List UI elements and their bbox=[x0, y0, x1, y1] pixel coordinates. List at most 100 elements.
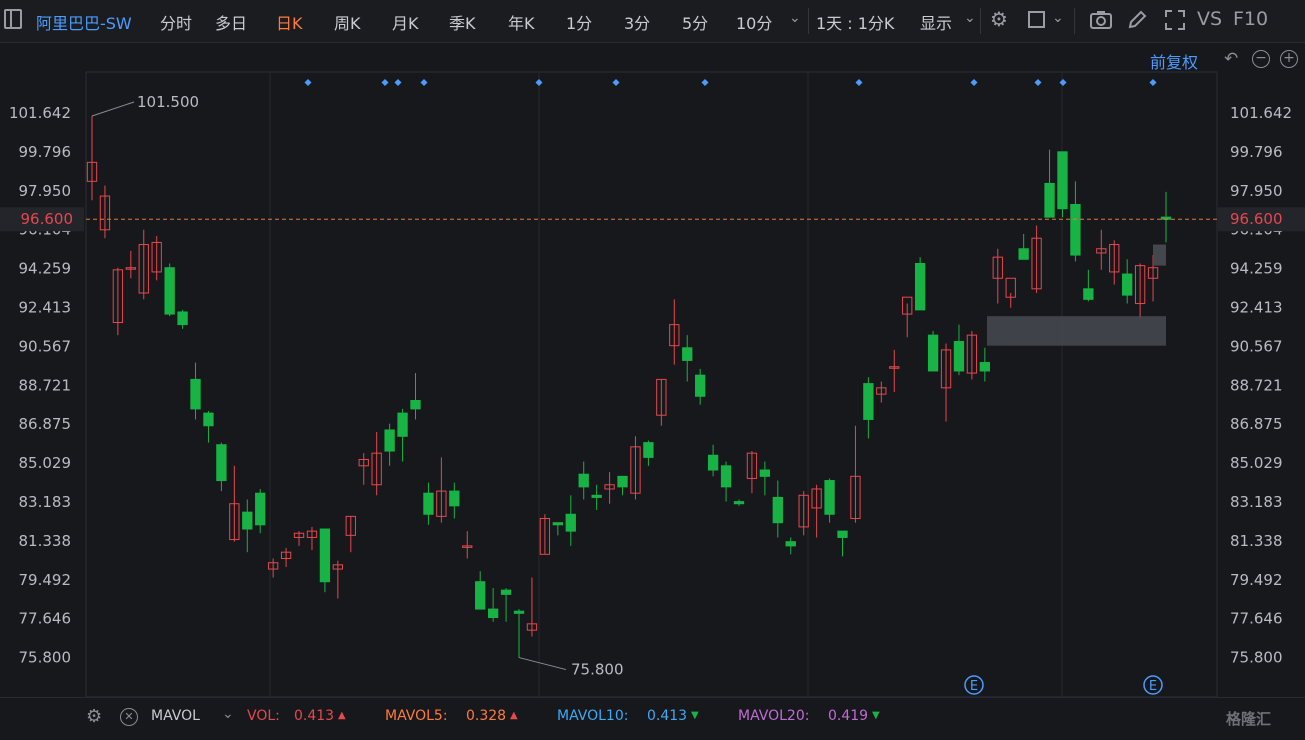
zoom-out-icon[interactable]: − bbox=[1252, 50, 1270, 68]
candle-body bbox=[578, 473, 589, 488]
period-5min[interactable]: 5分 bbox=[682, 14, 709, 33]
candle-body bbox=[552, 522, 563, 526]
candle-body bbox=[138, 244, 149, 294]
divider bbox=[980, 8, 981, 34]
period-10min[interactable]: 10分 bbox=[736, 14, 773, 33]
y-tick-label-right: 101.642 bbox=[1230, 104, 1292, 122]
candle-body bbox=[293, 532, 305, 538]
candle-body bbox=[798, 494, 809, 528]
y-tick-label-left: 83.183 bbox=[19, 493, 72, 511]
pencil-icon[interactable] bbox=[1127, 10, 1147, 30]
gear-icon[interactable]: ⚙ bbox=[86, 706, 103, 727]
plot-frame bbox=[85, 71, 1218, 697]
candle-body bbox=[112, 269, 124, 324]
adjust-mode-button[interactable]: 前复权 bbox=[1150, 53, 1199, 72]
candle-body bbox=[785, 541, 796, 547]
period-daily[interactable]: 日K bbox=[276, 14, 303, 33]
candle-body bbox=[242, 511, 253, 530]
event-marker-icon bbox=[1034, 79, 1042, 86]
period-3min[interactable]: 3分 bbox=[624, 14, 651, 33]
period-multiday[interactable]: 多日 bbox=[215, 14, 248, 33]
chevron-down-icon[interactable]: ⌄ bbox=[789, 10, 801, 26]
candle-body bbox=[384, 429, 395, 452]
arrow-down-icon: ▼ bbox=[691, 710, 699, 721]
event-marker-icon bbox=[394, 79, 402, 86]
candle-body bbox=[203, 412, 214, 427]
event-marker-icon bbox=[535, 79, 543, 86]
indicator-name[interactable]: MAVOL bbox=[151, 708, 200, 724]
undo-icon[interactable]: ↶ bbox=[1224, 49, 1239, 69]
candle-body bbox=[190, 378, 201, 410]
fullscreen-icon[interactable] bbox=[1164, 9, 1186, 31]
mavol20-label: MAVOL20: bbox=[738, 708, 810, 724]
candle-body bbox=[1147, 267, 1159, 279]
candle-body bbox=[1134, 265, 1146, 305]
candle-body bbox=[902, 296, 913, 315]
period-weekly[interactable]: 周K bbox=[334, 14, 361, 33]
candle-body bbox=[914, 263, 926, 311]
candle-body bbox=[824, 480, 835, 515]
close-circle-icon[interactable]: ✕ bbox=[120, 708, 138, 726]
candle-body bbox=[1044, 182, 1055, 218]
chevron-down-icon[interactable]: ⌄ bbox=[964, 10, 976, 26]
period-intraday[interactable]: 分时 bbox=[160, 14, 193, 33]
candle-body bbox=[462, 545, 473, 548]
vs-button[interactable]: VS bbox=[1197, 8, 1223, 30]
mavol5-label: MAVOL5: bbox=[385, 708, 448, 724]
y-tick-label-right: 94.259 bbox=[1230, 260, 1283, 278]
candle-body bbox=[1083, 288, 1094, 300]
mavol10-label: MAVOL10: bbox=[557, 708, 629, 724]
candle-body bbox=[500, 589, 512, 595]
arrow-down-icon: ▼ bbox=[872, 710, 880, 721]
candle-body bbox=[280, 551, 292, 560]
y-tick-label-left: 81.338 bbox=[19, 532, 72, 550]
event-marker-icon bbox=[381, 79, 389, 86]
candle-body bbox=[86, 161, 98, 182]
chevron-down-icon[interactable]: ⌄ bbox=[1052, 10, 1064, 26]
candle-body bbox=[565, 513, 576, 532]
candle-body bbox=[591, 494, 602, 498]
display-menu[interactable]: 显示 bbox=[920, 14, 953, 33]
square-outline-icon[interactable] bbox=[1028, 11, 1045, 28]
y-tick-label-right: 97.950 bbox=[1230, 182, 1283, 200]
chart-svg[interactable]: 101.642 101.642 99.796 99.796 97.950 97.950 96… bbox=[0, 42, 1305, 697]
candle-body bbox=[1005, 277, 1016, 298]
candle-body bbox=[436, 490, 447, 517]
period-1min[interactable]: 1分 bbox=[566, 14, 593, 33]
y-tick-label-left: 94.259 bbox=[19, 260, 72, 278]
gear-icon[interactable]: ⚙ bbox=[990, 7, 1008, 31]
candle-body bbox=[1096, 248, 1107, 254]
resolution-select[interactable]: 1天 : 1分K bbox=[816, 14, 895, 33]
y-tick-label-right: 88.721 bbox=[1230, 376, 1283, 394]
camera-icon[interactable] bbox=[1090, 10, 1112, 30]
candle-body bbox=[1109, 244, 1120, 273]
candle-body bbox=[979, 362, 991, 372]
zoom-in-icon[interactable]: + bbox=[1280, 50, 1298, 68]
arrow-up-icon: ▲ bbox=[338, 710, 346, 721]
candle-body bbox=[617, 475, 628, 488]
candle-body bbox=[669, 324, 680, 347]
candle-body bbox=[306, 530, 318, 538]
mavol5-value: 0.328 bbox=[466, 708, 507, 724]
y-tick-label-right: 79.492 bbox=[1230, 571, 1283, 589]
y-tick-label-right: 83.183 bbox=[1230, 493, 1283, 511]
chevron-down-icon[interactable]: ⌄ bbox=[222, 706, 234, 722]
y-tick-label-left: 75.800 bbox=[19, 649, 72, 667]
candle-body bbox=[953, 340, 965, 372]
y-tick-label-right: 85.029 bbox=[1230, 454, 1283, 472]
candle-body bbox=[539, 517, 551, 555]
candle-body bbox=[487, 608, 499, 619]
candle-body bbox=[772, 496, 783, 524]
stock-name[interactable]: 阿里巴巴-SW bbox=[36, 14, 132, 33]
period-quarterly[interactable]: 季K bbox=[449, 14, 476, 33]
y-tick-label-right: 75.800 bbox=[1230, 649, 1283, 667]
f10-button[interactable]: F10 bbox=[1233, 8, 1269, 30]
candle-body bbox=[1070, 203, 1081, 256]
period-monthly[interactable]: 月K bbox=[392, 14, 419, 33]
candle-body bbox=[733, 501, 745, 505]
period-yearly[interactable]: 年K bbox=[508, 14, 535, 33]
y-tick-label-right: 99.796 bbox=[1230, 143, 1283, 161]
sidebar-toggle-icon[interactable] bbox=[4, 9, 22, 29]
y-tick-label-right: 81.338 bbox=[1230, 532, 1283, 550]
kline-chart[interactable]: 101.642 101.642 99.796 99.796 97.950 97.950 96… bbox=[0, 42, 1305, 697]
